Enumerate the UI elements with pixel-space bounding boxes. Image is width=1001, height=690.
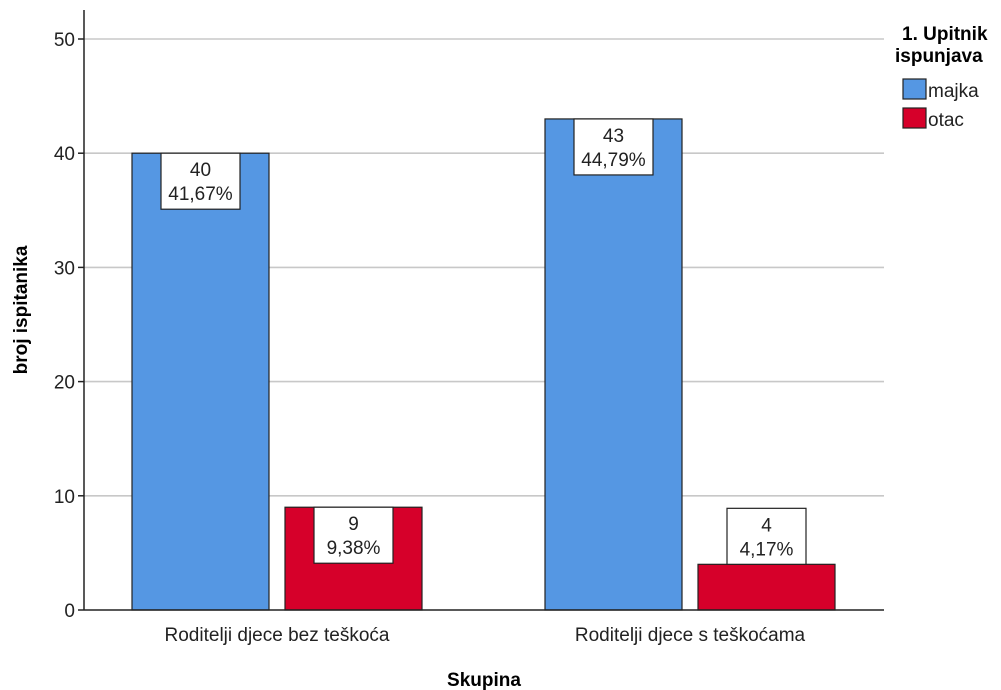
y-tick-label-40: 40 <box>54 144 75 165</box>
legend-swatch-majka <box>902 78 927 100</box>
bars <box>131 118 836 611</box>
axes <box>83 10 884 611</box>
x-category-label-1: Roditelji djece s teškoćama <box>575 625 806 646</box>
data-label-value-otac-0: 9 <box>348 514 359 535</box>
legend-swatch-otac <box>902 107 927 129</box>
y-tick-label-10: 10 <box>54 487 75 508</box>
legend: 1. Upitnik ispunjava majka otac <box>895 24 988 131</box>
data-label-box-majka-0 <box>160 152 241 210</box>
y-tick-label-0: 0 <box>64 601 75 622</box>
legend-label-majka: majka <box>928 81 979 102</box>
data-label-percent-otac-0: 9,38% <box>327 538 381 559</box>
legend-title-line-2: ispunjava <box>895 46 983 67</box>
data-label-box-majka-1 <box>573 118 654 176</box>
x-category-labels: Roditelji djece bez teškoća Roditelji dje… <box>165 625 806 646</box>
data-label-percent-majka-1: 44,79% <box>581 150 646 171</box>
data-label-box-otac-0 <box>313 506 394 564</box>
data-label-value-majka-1: 43 <box>603 126 624 147</box>
x-category-label-0: Roditelji djece bez teškoća <box>165 625 390 646</box>
legend-label-otac: otac <box>928 110 964 131</box>
data-label-percent-otac-1: 4,17% <box>740 539 794 560</box>
data-label-value-majka-0: 40 <box>190 160 211 181</box>
y-tick-label-20: 20 <box>54 373 75 394</box>
bar-otac-1 <box>697 563 836 611</box>
y-axis-title: broj ispitanika <box>11 245 32 374</box>
y-tick-label-50: 50 <box>54 30 75 51</box>
x-axis-title: Skupina <box>447 670 521 690</box>
y-tick-label-30: 30 <box>54 258 75 279</box>
bar-majka-0 <box>131 152 270 611</box>
legend-title-line-1: 1. Upitnik <box>902 24 988 45</box>
data-labels: 40 41,67% 9 9,38% 43 44,79% 4 4,17% <box>160 118 807 565</box>
y-tick-labels: 0 10 20 30 40 50 <box>54 30 75 622</box>
data-label-percent-majka-0: 41,67% <box>168 184 233 205</box>
data-label-value-otac-1: 4 <box>761 515 772 536</box>
bar-majka-1 <box>544 118 683 611</box>
data-label-box-otac-1 <box>726 507 807 565</box>
